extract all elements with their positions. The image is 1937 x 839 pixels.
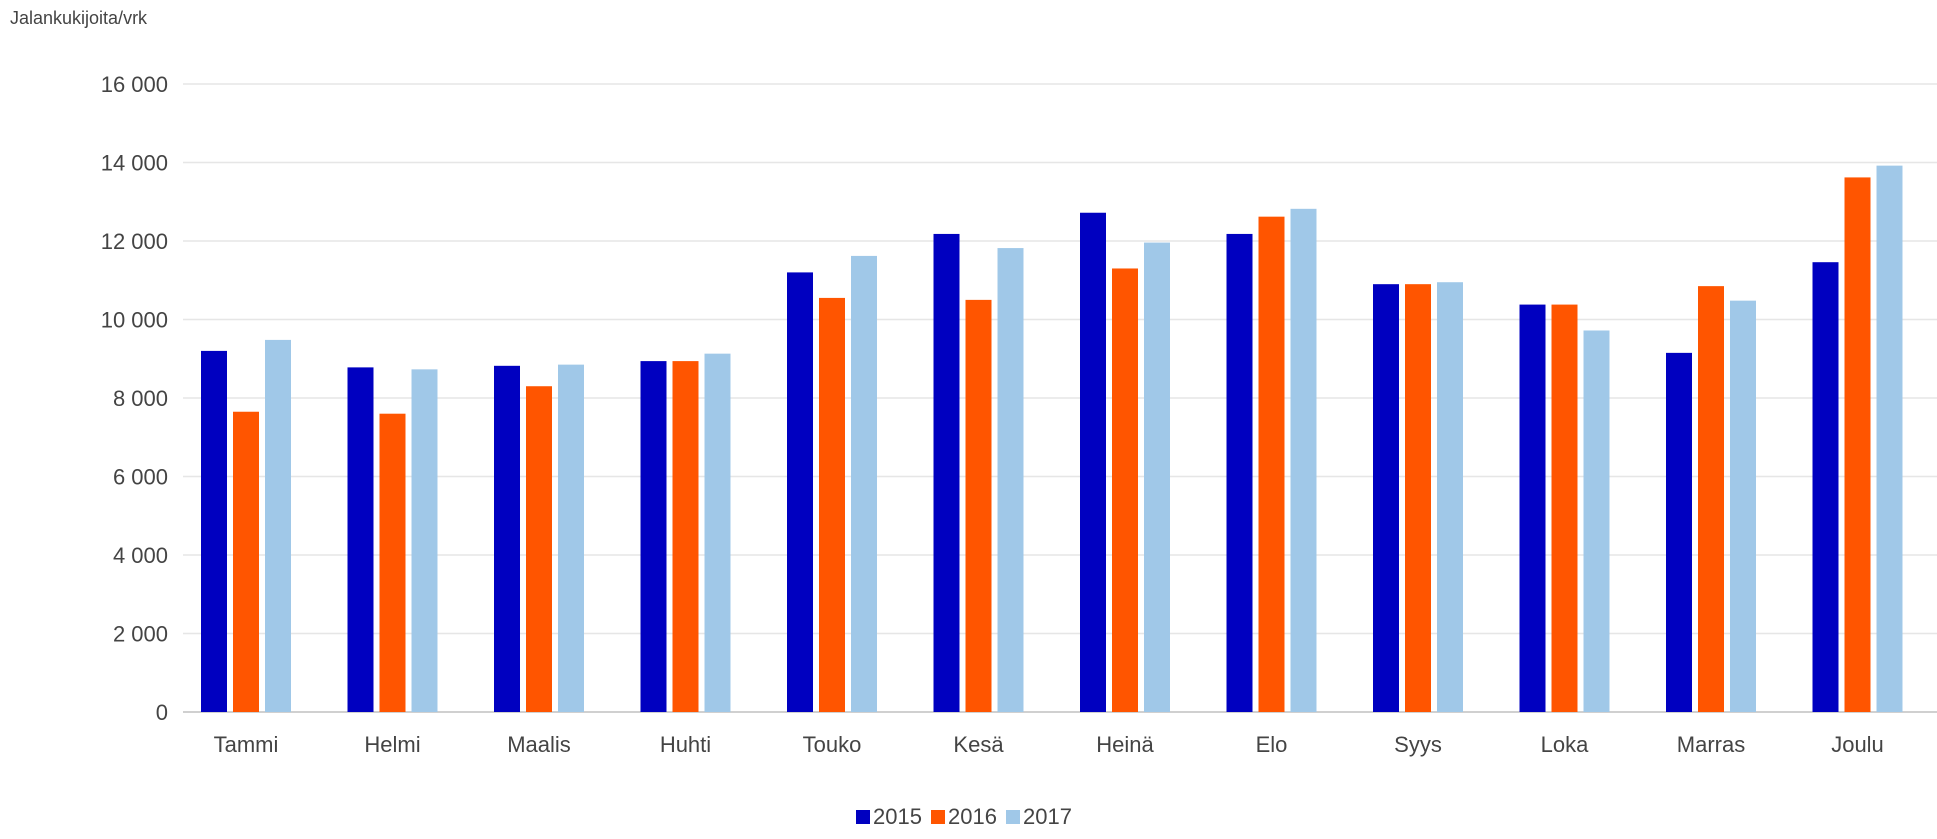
x-category-label: Tammi	[214, 732, 279, 757]
y-tick-label: 12 000	[101, 229, 168, 254]
bar-2017-Tammi	[265, 339, 291, 712]
bar-2017-Touko	[851, 255, 877, 713]
legend-label: 2016	[948, 804, 997, 829]
bar-2017-Syys	[1437, 282, 1463, 712]
bar-2015-Maalis	[494, 365, 520, 712]
bar-2015-Huhti	[640, 361, 667, 712]
x-category-label: Syys	[1394, 732, 1442, 757]
x-category-label: Maalis	[507, 732, 571, 757]
y-tick-label: 10 000	[101, 308, 168, 333]
x-axis-categories: Tammi Helmi Maalis Huhti Touko Kesä Heinä Elo Sy…	[214, 732, 1884, 757]
y-tick-label: 4 000	[113, 543, 168, 568]
bar-2016-Helmi	[379, 413, 406, 712]
gridlines	[183, 83, 1937, 713]
bar-2016-Tammi	[233, 411, 259, 712]
y-tick-label: 14 000	[101, 151, 168, 176]
x-category-label: Joulu	[1831, 732, 1884, 757]
bar-2017-Marras	[1730, 300, 1756, 712]
x-category-label: Elo	[1256, 732, 1288, 757]
bar-2015-Loka	[1519, 304, 1546, 712]
bar-2015-Elo	[1226, 233, 1253, 712]
bar-2015-Joulu	[1812, 262, 1839, 712]
bar-2016-Elo	[1258, 216, 1285, 713]
legend: 2015 2016 2017	[856, 804, 1072, 829]
bar-2017-Huhti	[704, 353, 731, 712]
bar-2016-Marras	[1698, 286, 1724, 712]
y-axis-title: Jalankukijoita/vrk	[10, 8, 148, 28]
bar-2016-Maalis	[526, 386, 552, 712]
legend-swatch-2016	[931, 810, 945, 824]
bar-2016-Kesä	[965, 299, 992, 712]
legend-swatch-2017	[1006, 810, 1020, 824]
y-axis-ticks: 0 2 000 4 000 6 000 8 000 10 000 12 000 14 000 1…	[101, 72, 168, 725]
bar-2017-Heinä	[1144, 242, 1170, 712]
legend-label: 2017	[1023, 804, 1072, 829]
y-tick-label: 6 000	[113, 465, 168, 490]
bar-2016-Touko	[819, 297, 845, 712]
bar-2017-Kesä	[997, 248, 1024, 712]
bar-2016-Loka	[1551, 304, 1578, 712]
bar-2016-Huhti	[672, 361, 699, 712]
bar-2015-Kesä	[933, 233, 960, 712]
x-category-label: Marras	[1677, 732, 1745, 757]
bar-2015-Syys	[1373, 284, 1399, 712]
bar-2016-Syys	[1405, 284, 1431, 712]
bar-2017-Joulu	[1876, 165, 1903, 712]
y-tick-label: 8 000	[113, 386, 168, 411]
x-category-label: Loka	[1541, 732, 1589, 757]
bar-2016-Joulu	[1844, 177, 1871, 713]
legend-swatch-2015	[856, 810, 870, 824]
bar-2015-Heinä	[1080, 212, 1106, 713]
bar-2015-Helmi	[347, 367, 374, 712]
bar-2015-Marras	[1666, 352, 1692, 712]
x-category-label: Helmi	[364, 732, 420, 757]
bar-2017-Maalis	[558, 364, 584, 712]
bars	[201, 165, 1903, 713]
y-tick-label: 0	[156, 700, 168, 725]
x-category-label: Huhti	[660, 732, 711, 757]
y-tick-label: 2 000	[113, 622, 168, 647]
bar-2017-Helmi	[411, 369, 438, 712]
legend-label: 2015	[873, 804, 922, 829]
bar-2017-Elo	[1290, 208, 1317, 712]
bar-2017-Loka	[1583, 330, 1610, 712]
y-tick-label: 16 000	[101, 72, 168, 97]
bar-2016-Heinä	[1112, 268, 1138, 712]
x-category-label: Touko	[803, 732, 862, 757]
x-category-label: Kesä	[953, 732, 1004, 757]
x-category-label: Heinä	[1096, 732, 1154, 757]
bar-2015-Touko	[787, 272, 813, 712]
bar-2015-Tammi	[201, 350, 227, 712]
